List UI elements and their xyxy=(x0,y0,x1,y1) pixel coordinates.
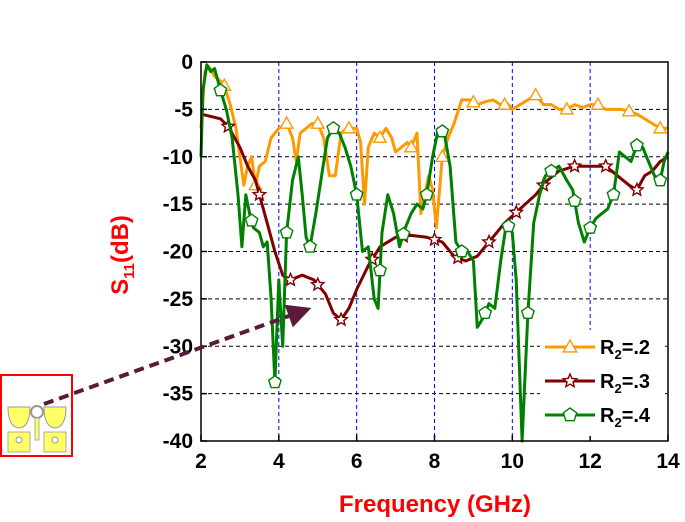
pentagon-marker xyxy=(435,124,450,138)
series-layer xyxy=(199,63,670,443)
triangle-marker xyxy=(279,115,294,129)
y-tick-label: -15 xyxy=(163,193,194,216)
pentagon-marker xyxy=(302,239,317,253)
triangle-marker xyxy=(403,139,419,153)
pentagon-marker xyxy=(213,83,228,97)
pentagon-marker xyxy=(419,187,434,201)
y-axis-title-main: S xyxy=(107,279,134,295)
x-tick-label: 12 xyxy=(578,450,601,473)
y-tick-label: -5 xyxy=(174,98,193,121)
pentagon-marker xyxy=(544,163,559,177)
legend-label: R2=.3 xyxy=(600,371,650,396)
inset-feed-line xyxy=(34,417,40,441)
pentagon-marker xyxy=(653,173,668,187)
pentagon-marker xyxy=(520,305,535,320)
pentagon-marker xyxy=(279,225,294,239)
pentagon-marker xyxy=(567,193,582,207)
pentagon-marker xyxy=(396,226,411,241)
pentagon-marker xyxy=(629,138,644,152)
triangle-marker xyxy=(341,120,357,134)
triangle-marker xyxy=(528,87,544,101)
antenna-inset xyxy=(0,374,73,457)
triangle-marker xyxy=(652,120,668,134)
x-tick-label: 6 xyxy=(351,450,363,473)
x-tick-label: 4 xyxy=(273,450,285,473)
legend-label: R2=.2 xyxy=(600,337,650,362)
pentagon-marker xyxy=(326,120,341,135)
triangle-marker xyxy=(310,115,326,129)
y-tick-label: -35 xyxy=(163,383,194,406)
pentagon-marker xyxy=(349,187,364,201)
triangle-marker xyxy=(466,94,481,108)
inset-slot-right xyxy=(51,436,59,444)
y-axis-title-tail: (dB) xyxy=(107,215,134,263)
y-axis-title-sub: 11 xyxy=(121,263,138,279)
triangle-marker xyxy=(497,96,512,110)
pentagon-marker xyxy=(454,244,469,258)
pentagon-marker xyxy=(478,305,493,320)
x-tick-label: 2 xyxy=(195,450,207,473)
y-tick-label: -10 xyxy=(163,146,193,169)
star-marker xyxy=(508,204,525,220)
y-tick-label: -25 xyxy=(163,288,194,311)
pentagon-marker xyxy=(583,220,598,234)
y-tick-label: 0 xyxy=(181,51,193,74)
y-axis-title: S11(dB) xyxy=(107,215,138,295)
y-tick-label: -40 xyxy=(163,430,193,453)
y-tick-label: -20 xyxy=(163,241,193,264)
legend-label: R2=.4 xyxy=(600,405,651,430)
pentagon-marker xyxy=(562,407,578,422)
star-marker xyxy=(309,276,326,292)
star-marker xyxy=(481,233,497,249)
x-tick-label: 8 xyxy=(429,450,441,473)
inset-slot-left xyxy=(15,436,23,444)
triangle-marker xyxy=(590,96,606,110)
pentagon-marker xyxy=(244,213,259,227)
triangle-marker xyxy=(434,148,450,163)
star-marker xyxy=(251,186,268,202)
series-3 xyxy=(199,63,670,443)
triangle-marker xyxy=(621,103,637,117)
legend-item: R2=.4 xyxy=(545,405,651,430)
star-marker xyxy=(333,311,350,327)
inset-left-patch xyxy=(7,406,31,429)
series-line xyxy=(199,63,670,443)
pentagon-marker xyxy=(606,187,621,201)
star-marker xyxy=(561,372,579,389)
pentagon-marker xyxy=(373,263,388,277)
legend-item: R2=.2 xyxy=(545,337,650,362)
pointer-arrow xyxy=(43,304,312,406)
triangle-marker xyxy=(559,101,575,115)
inset-right-patch xyxy=(43,406,67,429)
x-axis-title: Frequency (GHz) xyxy=(339,491,531,518)
series-2 xyxy=(200,112,669,327)
legend: R2=.2 R2=.3 R2=.4 xyxy=(540,330,665,436)
triangle-marker xyxy=(372,129,388,144)
legend-item: R2=.3 xyxy=(545,371,650,396)
pentagon-marker xyxy=(501,218,516,233)
x-tick-label: 14 xyxy=(656,450,680,473)
x-tick-label: 10 xyxy=(501,450,524,473)
triangle-marker xyxy=(562,338,578,353)
y-tick-label: -30 xyxy=(163,335,193,358)
pentagon-marker xyxy=(267,374,282,389)
star-marker xyxy=(566,157,583,173)
star-marker xyxy=(426,231,443,247)
star-marker xyxy=(628,181,645,197)
star-marker xyxy=(597,157,614,173)
